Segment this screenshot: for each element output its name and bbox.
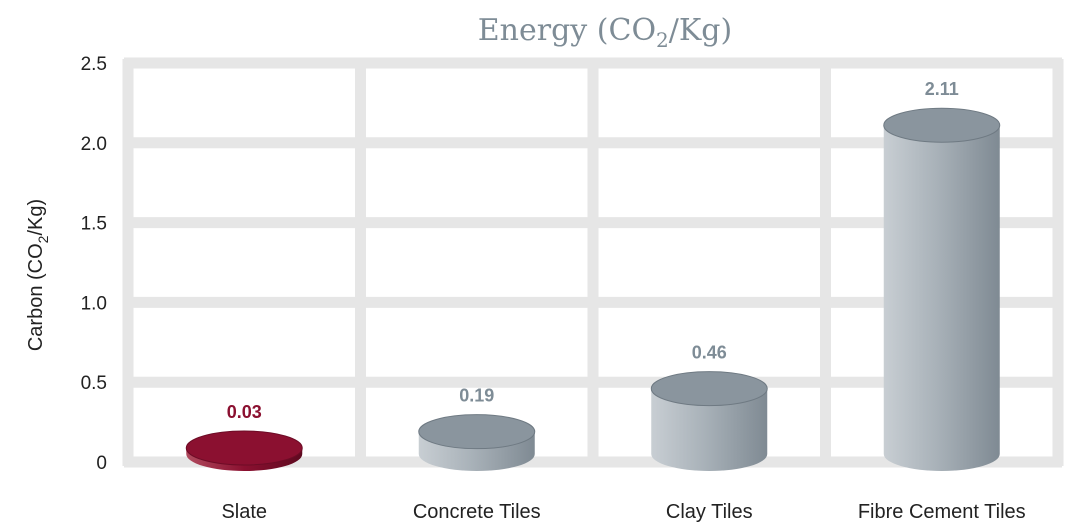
data-label: 0.19 bbox=[459, 386, 494, 406]
bars: 0.03 0.19 0.46 2.11 bbox=[185, 79, 1001, 471]
x-tick-label: Slate bbox=[221, 501, 267, 523]
data-label: 2.11 bbox=[925, 79, 959, 99]
y-axis-label-main: Carbon (CO bbox=[25, 243, 47, 351]
bar-concrete-tiles: 0.19 bbox=[418, 386, 536, 471]
y-tick-label: 2.0 bbox=[81, 134, 107, 155]
chart-title-main: Energy (CO bbox=[478, 13, 656, 48]
bar-fibre-cement-tiles: 2.11 bbox=[883, 79, 1001, 471]
chart-title-sub: 2 bbox=[656, 28, 669, 52]
y-axis-label-sub: 2 bbox=[35, 235, 51, 243]
bar-top bbox=[418, 414, 536, 450]
data-label: 0.46 bbox=[692, 343, 727, 363]
bar-body bbox=[651, 388, 768, 471]
y-axis-label: Carbon (CO2/Kg) bbox=[25, 199, 51, 351]
chart-title: Energy (CO2/Kg) bbox=[478, 13, 732, 52]
y-tick-label: 1.5 bbox=[81, 214, 107, 235]
y-tick-label: 0.5 bbox=[81, 373, 107, 394]
data-label: 0.03 bbox=[227, 402, 262, 422]
x-tick-label: Concrete Tiles bbox=[413, 501, 541, 523]
x-axis: Slate Concrete Tiles Clay Tiles Fibre Cemen… bbox=[221, 501, 1025, 523]
bar-top bbox=[650, 371, 768, 407]
y-tick-label: 0 bbox=[96, 453, 107, 474]
bar-top bbox=[185, 430, 303, 466]
y-tick-label: 1.0 bbox=[81, 293, 107, 314]
y-tick-label: 2.5 bbox=[81, 54, 107, 75]
y-axis: 0 0.5 1.0 1.5 2.0 2.5 bbox=[81, 54, 107, 474]
bar-slate: 0.03 bbox=[185, 402, 303, 471]
bar-top bbox=[883, 107, 1001, 143]
bar-body bbox=[883, 125, 1000, 471]
chart-title-end: /Kg) bbox=[669, 13, 732, 48]
x-tick-label: Fibre Cement Tiles bbox=[858, 501, 1026, 523]
bar-clay-tiles: 0.46 bbox=[650, 343, 768, 471]
x-tick-label: Clay Tiles bbox=[666, 501, 753, 523]
y-axis-label-end: /Kg) bbox=[25, 199, 47, 236]
